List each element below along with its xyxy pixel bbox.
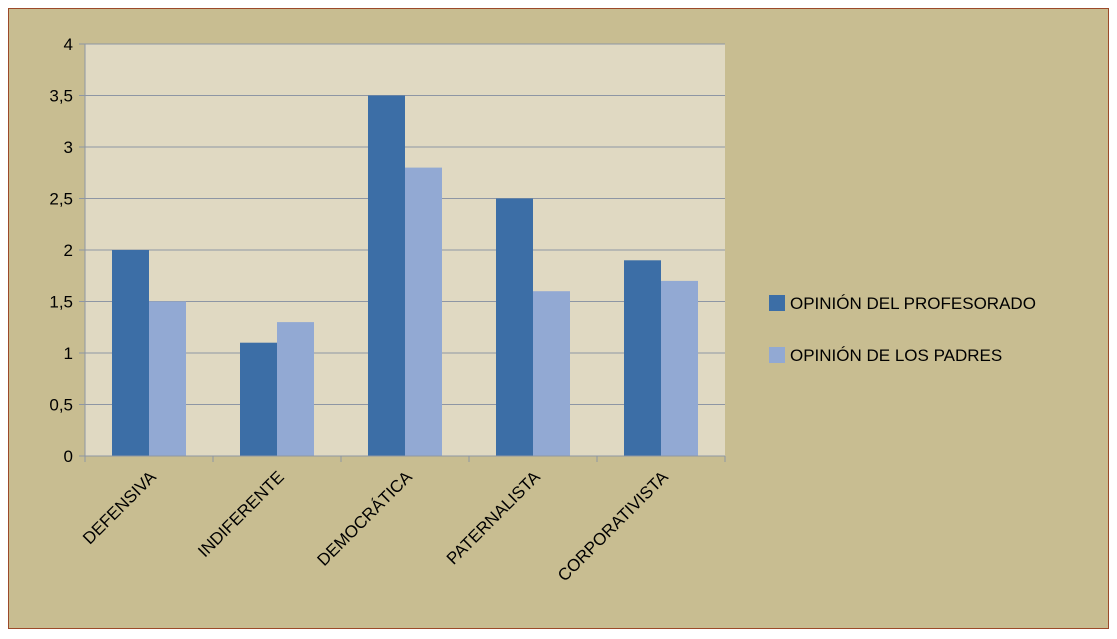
y-tick-label: 1 bbox=[64, 344, 73, 363]
y-tick-label: 0,5 bbox=[49, 396, 73, 415]
legend-swatch bbox=[769, 347, 785, 363]
bar-profesorado-4 bbox=[624, 260, 661, 456]
x-tick-label: DEMOCRÁTICA bbox=[314, 467, 417, 570]
bar-profesorado-1 bbox=[240, 342, 277, 456]
bar-profesorado-0 bbox=[112, 250, 149, 456]
x-tick-label: PATERNALISTA bbox=[443, 467, 544, 568]
legend-label: OPINIÓN DEL PROFESORADO bbox=[790, 294, 1036, 313]
y-tick-label: 1,5 bbox=[49, 293, 73, 312]
bar-padres-4 bbox=[661, 280, 698, 456]
x-tick-label: CORPORATIVISTA bbox=[554, 467, 672, 585]
bar-padres-0 bbox=[149, 301, 186, 456]
legend-swatch bbox=[769, 295, 785, 311]
y-tick-label: 0 bbox=[64, 447, 73, 466]
legend: OPINIÓN DEL PROFESORADO OPINIÓN DE LOS PA… bbox=[769, 294, 1036, 365]
legend-label: OPINIÓN DE LOS PADRES bbox=[790, 346, 1002, 365]
y-tick-label: 2,5 bbox=[49, 190, 73, 209]
bar-profesorado-3 bbox=[496, 198, 533, 456]
y-tick-label: 3,5 bbox=[49, 87, 73, 106]
x-tick-label: DEFENSIVA bbox=[79, 467, 160, 548]
bars bbox=[112, 95, 698, 456]
bar-padres-1 bbox=[277, 322, 314, 456]
y-tick-label: 3 bbox=[64, 138, 73, 157]
y-tick-label: 2 bbox=[64, 241, 73, 260]
y-tick-label: 4 bbox=[64, 35, 73, 54]
bar-padres-2 bbox=[405, 167, 442, 456]
x-tick-label: INDIFERENTE bbox=[194, 467, 288, 561]
bar-padres-3 bbox=[533, 291, 570, 456]
bar-chart: 0 0,5 1 1,5 2 2,5 3 3,5 4 DEFENSIVA INDIFERENTE DEM… bbox=[49, 35, 1036, 585]
chart-frame: 0 0,5 1 1,5 2 2,5 3 3,5 4 DEFENSIVA INDIFERENTE DEM… bbox=[8, 8, 1109, 629]
bar-profesorado-2 bbox=[368, 95, 405, 456]
